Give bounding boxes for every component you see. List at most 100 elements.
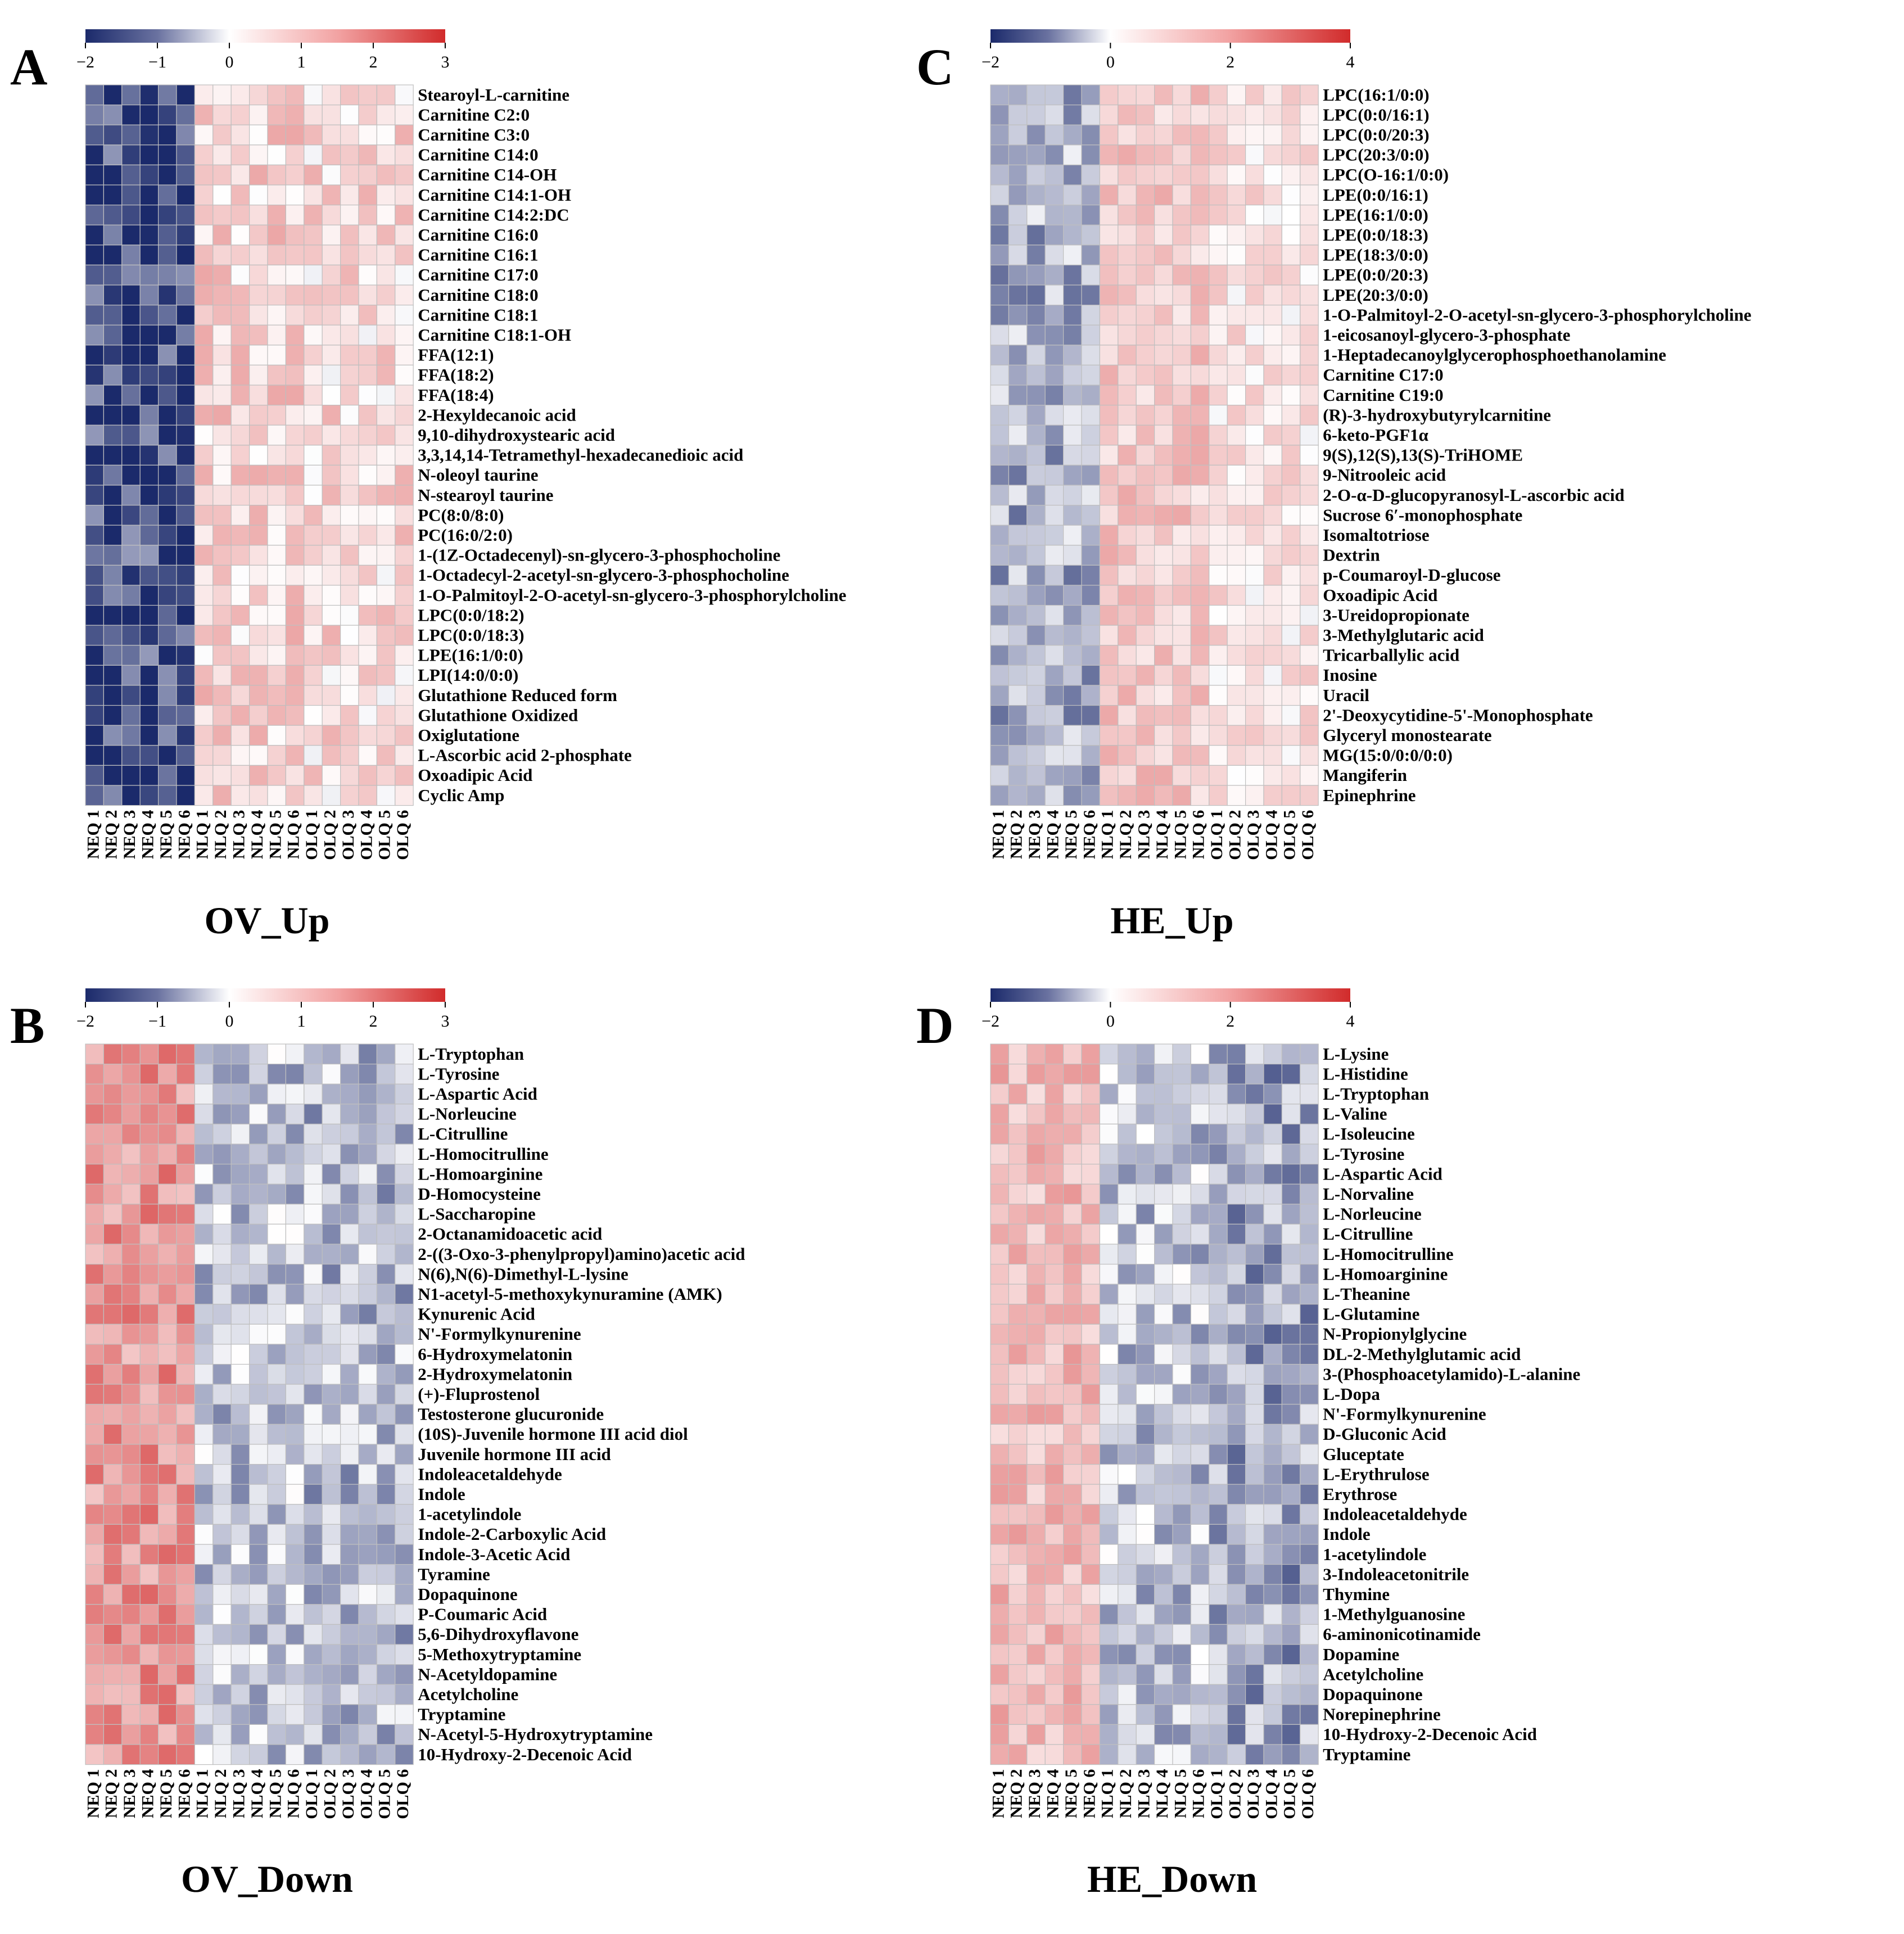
row-label: Epinephrine <box>1323 785 1415 805</box>
heatmap-cell <box>1154 84 1173 106</box>
heatmap-cell <box>158 464 177 486</box>
heatmap-cell <box>340 364 359 386</box>
heatmap-cell <box>1281 564 1301 586</box>
row-label: Uracil <box>1323 685 1369 705</box>
heatmap-cell <box>194 785 214 806</box>
heatmap-cell <box>103 645 123 666</box>
heatmap-cell <box>249 1524 268 1545</box>
heatmap-cell <box>1044 1664 1064 1685</box>
heatmap-cell <box>176 1344 196 1365</box>
heatmap-cell <box>990 345 1010 365</box>
heatmap-cell <box>285 704 305 726</box>
heatmap-panel-c: C −2 0 2 4LPC(16:1/0:0)LPC(0:0/16:1)LPC(0:0/… <box>916 29 1751 942</box>
heatmap-cell <box>121 1724 141 1745</box>
heatmap-cell <box>230 345 250 365</box>
heatmap-cell <box>285 105 305 125</box>
heatmap-cell <box>158 205 177 225</box>
heatmap-cell <box>1190 1304 1210 1325</box>
heatmap-cell <box>249 184 268 206</box>
heatmap-cell <box>1118 445 1137 466</box>
heatmap-cell <box>176 785 196 806</box>
heatmap-cell <box>322 1704 341 1725</box>
colorbar-tick-label: 0 <box>225 53 234 71</box>
heatmap-cell <box>230 585 250 606</box>
heatmap-cell <box>1263 364 1283 386</box>
heatmap-cell <box>1263 1724 1283 1745</box>
heatmap-cell <box>230 245 250 265</box>
heatmap-cell <box>212 745 232 766</box>
heatmap-cell <box>322 1684 341 1705</box>
heatmap-cell <box>1209 445 1228 466</box>
heatmap-cell <box>212 1504 232 1525</box>
heatmap-cell <box>249 245 268 265</box>
heatmap-cell <box>1118 1144 1137 1165</box>
row-label: LPC(20:3/0:0) <box>1323 145 1429 165</box>
heatmap-cell <box>1136 1104 1155 1125</box>
heatmap-cell <box>1263 1264 1283 1285</box>
heatmap-cell <box>1118 1544 1137 1565</box>
panel-label: D <box>916 997 953 1054</box>
heatmap-cell <box>85 345 105 365</box>
heatmap-cell <box>212 164 232 186</box>
heatmap-cell <box>1136 485 1155 506</box>
heatmap-cell <box>395 1464 414 1485</box>
heatmap-cell <box>304 545 323 566</box>
row-label: Acetylcholine <box>1323 1664 1423 1684</box>
heatmap-cell <box>121 1364 141 1385</box>
heatmap-cell <box>249 1744 268 1765</box>
heatmap-cell <box>1263 1144 1283 1165</box>
heatmap-cell <box>230 1504 250 1525</box>
heatmap-cell <box>1044 1223 1064 1245</box>
heatmap-cell <box>285 745 305 766</box>
heatmap-cell <box>1209 105 1228 125</box>
heatmap-cell <box>322 604 341 626</box>
heatmap-cell <box>1026 284 1046 306</box>
heatmap-cell <box>1118 685 1137 706</box>
heatmap-cell <box>212 485 232 506</box>
row-label: Cyclic Amp <box>418 785 504 805</box>
heatmap-cell <box>1118 1104 1137 1125</box>
heatmap-cell <box>1154 364 1173 386</box>
heatmap-cell <box>121 1043 141 1065</box>
heatmap-cell <box>1190 665 1210 686</box>
row-label: 1-O-Palmitoyl-2-O-acetyl-sn-glycero-3-ph… <box>418 585 846 605</box>
heatmap-cell <box>194 604 214 626</box>
heatmap-cell <box>1136 105 1155 125</box>
heatmap-cell <box>285 1704 305 1725</box>
heatmap-cell <box>1172 1063 1192 1085</box>
heatmap-cell <box>1044 1704 1064 1725</box>
heatmap-cell <box>1099 1504 1119 1525</box>
heatmap-cell <box>1209 1183 1228 1205</box>
heatmap-cell <box>85 504 105 526</box>
row-label: (10S)-Juvenile hormone III acid diol <box>418 1424 688 1444</box>
heatmap-cell <box>194 1504 214 1525</box>
heatmap-cell <box>139 1244 159 1265</box>
row-label: Carnitine C18:0 <box>418 285 538 305</box>
heatmap-cell <box>1172 205 1192 225</box>
heatmap-cell <box>1044 1604 1064 1625</box>
heatmap-cell <box>267 1123 287 1145</box>
heatmap-cell <box>1062 1264 1082 1285</box>
heatmap-cell <box>139 144 159 165</box>
heatmap-cell <box>230 1063 250 1085</box>
heatmap-cell <box>158 1164 177 1185</box>
heatmap-cell <box>85 1304 105 1325</box>
heatmap-cell <box>249 1584 268 1605</box>
heatmap-cell <box>176 1504 196 1525</box>
heatmap-cell <box>1209 1123 1228 1145</box>
heatmap-cell <box>990 404 1010 426</box>
heatmap-cell <box>1008 585 1028 606</box>
heatmap-cell <box>1044 1323 1064 1345</box>
heatmap-cell <box>285 345 305 365</box>
heatmap-cell <box>1245 345 1264 365</box>
heatmap-cell <box>230 1364 250 1385</box>
heatmap-cell <box>1081 1684 1101 1705</box>
row-label: Carnitine C14-OH <box>418 165 557 184</box>
heatmap-cell <box>376 1364 396 1385</box>
heatmap-cell <box>1136 364 1155 386</box>
heatmap-cell <box>212 424 232 446</box>
heatmap-cell <box>1245 1304 1264 1325</box>
heatmap-cell <box>990 645 1010 666</box>
heatmap-cell <box>1245 164 1264 186</box>
heatmap-cell <box>1172 665 1192 686</box>
